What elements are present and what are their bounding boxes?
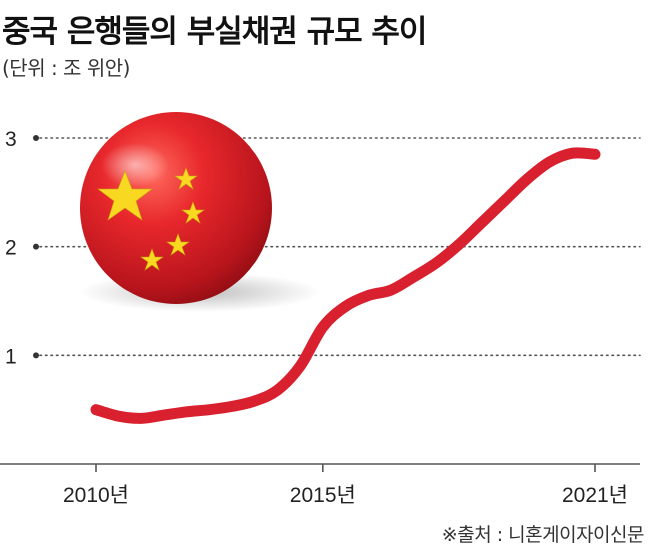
large-star-icon	[97, 170, 153, 221]
x-tick-label: 2021년	[562, 484, 628, 507]
series-layer	[90, 147, 601, 424]
y-tick-marker	[33, 135, 39, 141]
small-star-icon	[140, 248, 164, 271]
x-tick-label: 2010년	[63, 484, 129, 507]
small-star-icon	[174, 167, 198, 190]
small-star-icon	[166, 233, 190, 256]
axes	[0, 463, 640, 472]
y-tick-label: 1	[5, 345, 17, 368]
unit-label: (단위 : 조 위안)	[2, 56, 130, 80]
small-star-icon	[181, 201, 205, 224]
source-note: ※출처 : 니혼게이자이신문	[441, 524, 645, 546]
china-flag-ball-icon	[80, 112, 320, 312]
chart-title: 중국 은행들의 부실채권 규모 추이	[2, 14, 427, 50]
y-tick-marker	[33, 243, 39, 250]
x-tick-label: 2015년	[290, 484, 356, 507]
tick-labels: 1 2 3 2010년 2015년 2021년	[5, 128, 628, 507]
y-tick-label: 2	[5, 237, 17, 260]
series-line	[90, 147, 601, 424]
y-tick-marker	[33, 352, 39, 359]
y-tick-label: 3	[5, 128, 17, 151]
